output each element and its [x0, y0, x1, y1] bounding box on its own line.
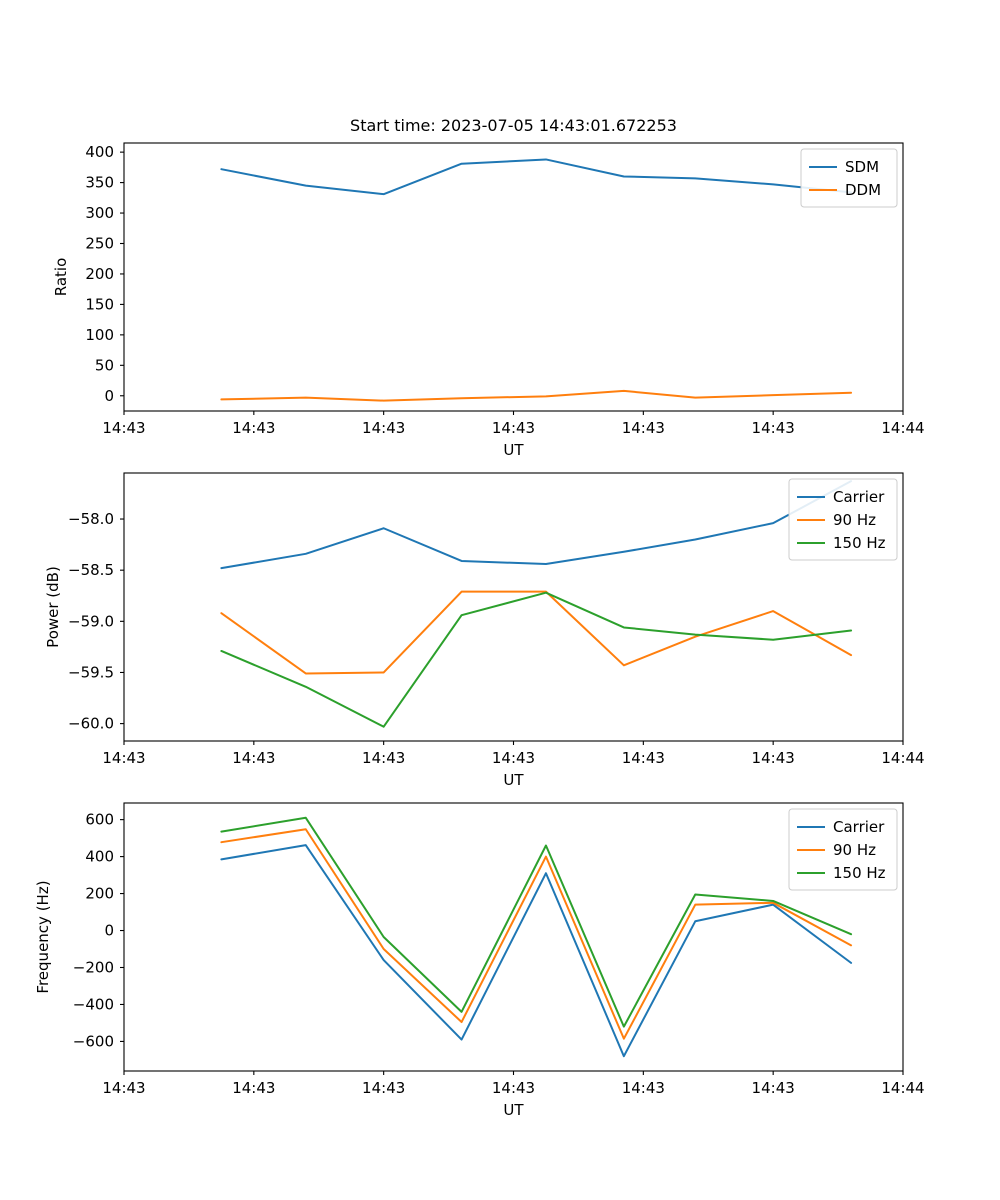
x-tick-label: 14:43: [232, 419, 275, 437]
y-tick-label: 0: [104, 922, 114, 940]
x-tick-label: 14:43: [622, 749, 665, 767]
x-tick-label: 14:43: [752, 749, 795, 767]
series-line-150-hz: [220, 816, 853, 1028]
legend-label-carrier: Carrier: [833, 488, 885, 506]
y-tick-label: 600: [85, 811, 114, 829]
x-tick-label: 14:44: [881, 749, 924, 767]
x-tick-label: 14:43: [232, 1079, 275, 1097]
y-tick-label: 100: [85, 326, 114, 344]
legend-box: [788, 478, 898, 561]
x-axis-label: UT: [503, 441, 524, 459]
x-axis-label: UT: [503, 1101, 524, 1119]
legend-box: [800, 148, 898, 208]
x-tick-label: 14:44: [881, 1079, 924, 1097]
legend-label-90-hz: 90 Hz: [833, 511, 876, 529]
subplot-frequency-plot: 14:43 14:43 14:43 14:43 14:43 14:43 14:44 UT −60…: [34, 802, 925, 1119]
x-tick-label: 14:43: [362, 1079, 405, 1097]
series-line-90-hz: [220, 828, 853, 1040]
x-tick-label: 14:43: [492, 419, 535, 437]
x-tick-label: 14:43: [362, 419, 405, 437]
y-tick-label: −200: [73, 958, 114, 976]
x-tick-label: 14:43: [622, 419, 665, 437]
x-tick-label: 14:43: [492, 749, 535, 767]
subplot-power-plot: 14:43 14:43 14:43 14:43 14:43 14:43 14:44 UT −58…: [44, 472, 925, 789]
y-tick-label: 350: [85, 174, 114, 192]
y-tick-label: −58.0: [68, 510, 114, 528]
y-tick-label: −58.5: [68, 561, 114, 579]
y-tick-label: −600: [73, 1032, 114, 1050]
legend-label-150-hz: 150 Hz: [833, 534, 886, 552]
legend-box: [788, 808, 898, 891]
y-tick-label: 200: [85, 885, 114, 903]
y-tick-label: 200: [85, 265, 114, 283]
legend-label-sdm: SDM: [845, 158, 879, 176]
y-tick-label: 300: [85, 204, 114, 222]
legend-label-ddm: DDM: [845, 181, 881, 199]
y-axis-label: Frequency (Hz): [34, 880, 52, 993]
legend-label-carrier: Carrier: [833, 818, 885, 836]
axes-frame: [123, 472, 904, 742]
subplot-ratio-plot: 14:43 14:43 14:43 14:43 14:43 14:43 14:44 UT 0 50…: [52, 116, 925, 459]
axes-frame: [123, 142, 904, 412]
series-line-150-hz: [220, 591, 853, 728]
plot-title: Start time: 2023-07-05 14:43:01.672253: [350, 116, 677, 135]
y-axis-label: Power (dB): [44, 566, 62, 648]
x-tick-label: 14:43: [492, 1079, 535, 1097]
legend-label-90-hz: 90 Hz: [833, 841, 876, 859]
x-tick-label: 14:44: [881, 419, 924, 437]
x-tick-label: 14:43: [232, 749, 275, 767]
x-axis-label: UT: [503, 771, 524, 789]
x-tick-label: 14:43: [622, 1079, 665, 1097]
series-line-carrier: [220, 480, 853, 570]
x-tick-label: 14:43: [102, 749, 145, 767]
x-tick-label: 14:43: [362, 749, 405, 767]
y-tick-label: −59.0: [68, 612, 114, 630]
y-tick-label: 400: [85, 143, 114, 161]
y-tick-label: 50: [95, 356, 114, 374]
series-line-carrier: [220, 844, 853, 1058]
series-line-sdm: [220, 158, 853, 196]
series-line-ddm: [220, 389, 853, 402]
y-tick-label: −400: [73, 995, 114, 1013]
x-tick-label: 14:43: [752, 419, 795, 437]
x-tick-label: 14:43: [102, 1079, 145, 1097]
y-tick-label: −60.0: [68, 715, 114, 733]
y-tick-label: −59.5: [68, 663, 114, 681]
y-tick-label: 250: [85, 235, 114, 253]
y-tick-label: 400: [85, 848, 114, 866]
x-tick-label: 14:43: [752, 1079, 795, 1097]
series-line-90-hz: [220, 590, 853, 675]
x-tick-label: 14:43: [102, 419, 145, 437]
y-axis-label: Ratio: [52, 258, 70, 297]
legend-label-150-hz: 150 Hz: [833, 864, 886, 882]
y-tick-label: 0: [104, 387, 114, 405]
y-tick-label: 150: [85, 295, 114, 313]
